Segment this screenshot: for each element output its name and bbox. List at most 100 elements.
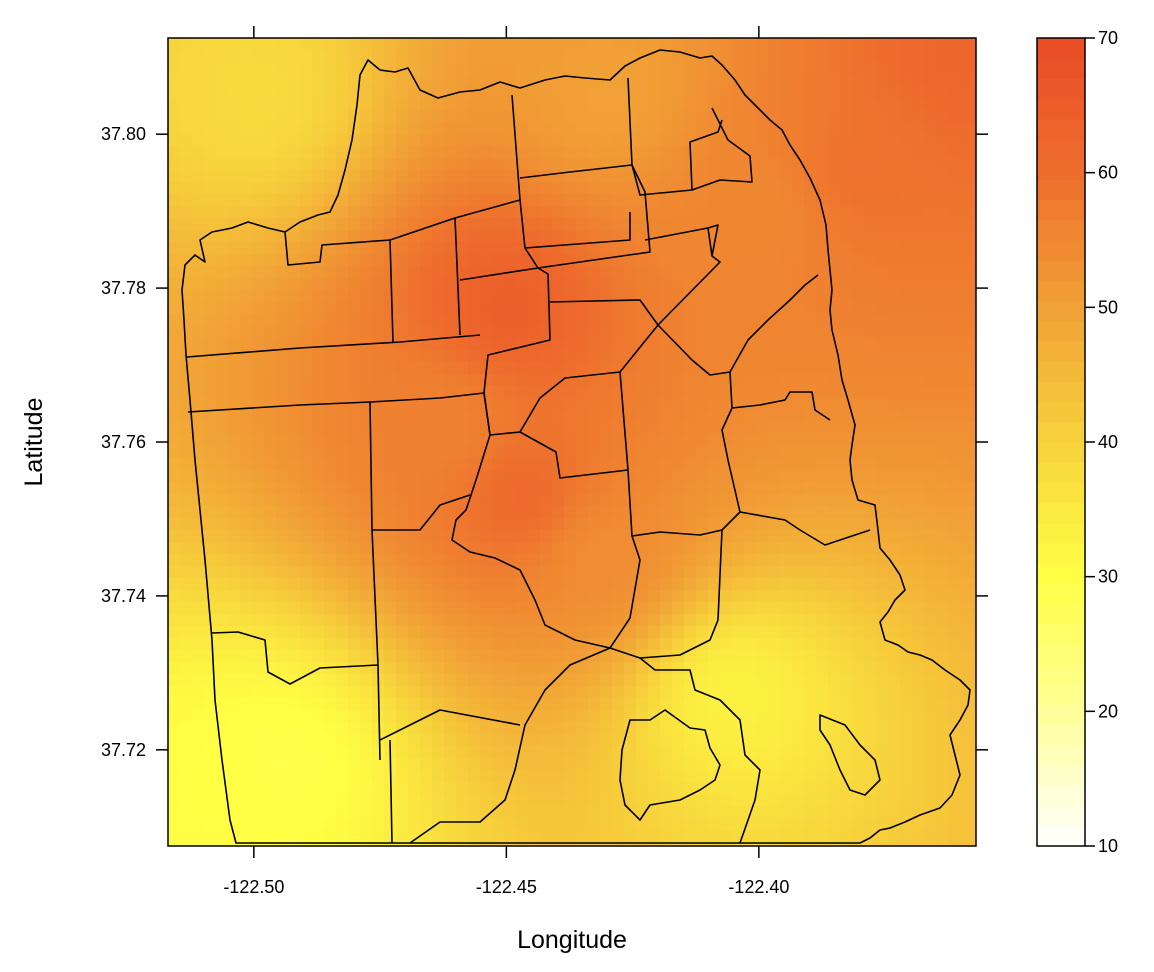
heat-cell <box>804 242 817 255</box>
heat-cell <box>324 38 337 51</box>
heat-cell <box>432 350 445 363</box>
heat-cell <box>348 146 361 159</box>
x-axis: -122.50 -122.45 -122.40 <box>223 26 789 897</box>
heat-cell <box>288 566 301 579</box>
heat-cell <box>924 314 937 327</box>
heat-cell <box>612 734 625 747</box>
heat-cell <box>876 698 889 711</box>
heat-cell <box>936 530 949 543</box>
heat-cell <box>708 602 721 615</box>
heat-cell <box>756 830 769 843</box>
heat-cell <box>636 98 649 111</box>
heat-cell <box>348 446 361 459</box>
heat-cell <box>348 158 361 171</box>
heat-cell <box>396 50 409 63</box>
heat-cell <box>228 314 241 327</box>
heat-cell <box>792 602 805 615</box>
colorbar-band <box>1037 179 1085 201</box>
heat-cell <box>432 446 445 459</box>
heat-cell <box>564 554 577 567</box>
heat-cell <box>660 194 673 207</box>
colorbar-band <box>1037 724 1085 746</box>
heat-cell <box>744 722 757 735</box>
heat-cell <box>720 530 733 543</box>
heat-cell <box>828 734 841 747</box>
heat-cell <box>276 146 289 159</box>
heat-cell <box>276 734 289 747</box>
heat-cell <box>936 746 949 759</box>
heat-cell <box>276 86 289 99</box>
heat-cell <box>168 782 181 795</box>
heat-cell <box>744 470 757 483</box>
heat-cell <box>528 806 541 819</box>
heat-cell <box>744 770 757 783</box>
heat-cell <box>744 98 757 111</box>
heat-cell <box>564 506 577 519</box>
heat-cell <box>396 38 409 51</box>
heat-cell <box>744 602 757 615</box>
heat-cell <box>696 794 709 807</box>
heat-cell <box>360 86 373 99</box>
heat-cell <box>192 230 205 243</box>
heat-cell <box>432 110 445 123</box>
heat-cell <box>516 434 529 447</box>
heat-cell <box>456 842 469 846</box>
heat-cell <box>204 650 217 663</box>
heat-cell <box>876 806 889 819</box>
heat-cell <box>744 518 757 531</box>
colorbar-band <box>1037 543 1085 564</box>
heat-cell <box>612 314 625 327</box>
heat-cell <box>456 98 469 111</box>
heat-cell <box>780 458 793 471</box>
heat-cell <box>420 254 433 267</box>
heat-cell <box>252 578 265 591</box>
heat-cell <box>600 398 613 411</box>
y-axis-title: Latitude <box>20 398 48 487</box>
heat-cell <box>852 554 865 567</box>
heat-cell <box>684 566 697 579</box>
heat-cell <box>312 842 325 846</box>
heat-cell <box>840 554 853 567</box>
heat-cell <box>792 818 805 831</box>
heat-cell <box>504 134 517 147</box>
heat-cell <box>660 410 673 423</box>
heat-cell <box>588 194 601 207</box>
heat-cell <box>636 206 649 219</box>
heat-cell <box>876 590 889 603</box>
heat-cell <box>804 674 817 687</box>
heat-cell <box>600 194 613 207</box>
heat-cell <box>840 650 853 663</box>
heat-cell <box>228 710 241 723</box>
heat-cell <box>864 746 877 759</box>
heat-cell <box>348 110 361 123</box>
heat-cell <box>696 446 709 459</box>
heat-cell <box>396 506 409 519</box>
heat-cell <box>636 494 649 507</box>
heat-cell <box>636 650 649 663</box>
heat-cell <box>336 50 349 63</box>
heat-cell <box>756 206 769 219</box>
heat-cell <box>672 842 685 846</box>
heat-cell <box>816 422 829 435</box>
heat-cell <box>528 818 541 831</box>
heat-cell <box>264 194 277 207</box>
heat-cell <box>816 434 829 447</box>
heat-cell <box>624 74 637 87</box>
heat-cell <box>792 842 805 846</box>
heat-cell <box>780 74 793 87</box>
heat-cell <box>372 386 385 399</box>
heat-cell <box>780 218 793 231</box>
heat-cell <box>792 758 805 771</box>
heat-cell <box>972 278 976 291</box>
heat-cell <box>312 614 325 627</box>
heat-cell <box>648 386 661 399</box>
heat-cell <box>504 746 517 759</box>
heat-cell <box>864 422 877 435</box>
heat-cell <box>444 554 457 567</box>
heat-cell <box>168 626 181 639</box>
heat-cell <box>384 494 397 507</box>
heat-cell <box>696 806 709 819</box>
heat-cell <box>504 566 517 579</box>
heat-cell <box>324 62 337 75</box>
heat-cell <box>528 722 541 735</box>
